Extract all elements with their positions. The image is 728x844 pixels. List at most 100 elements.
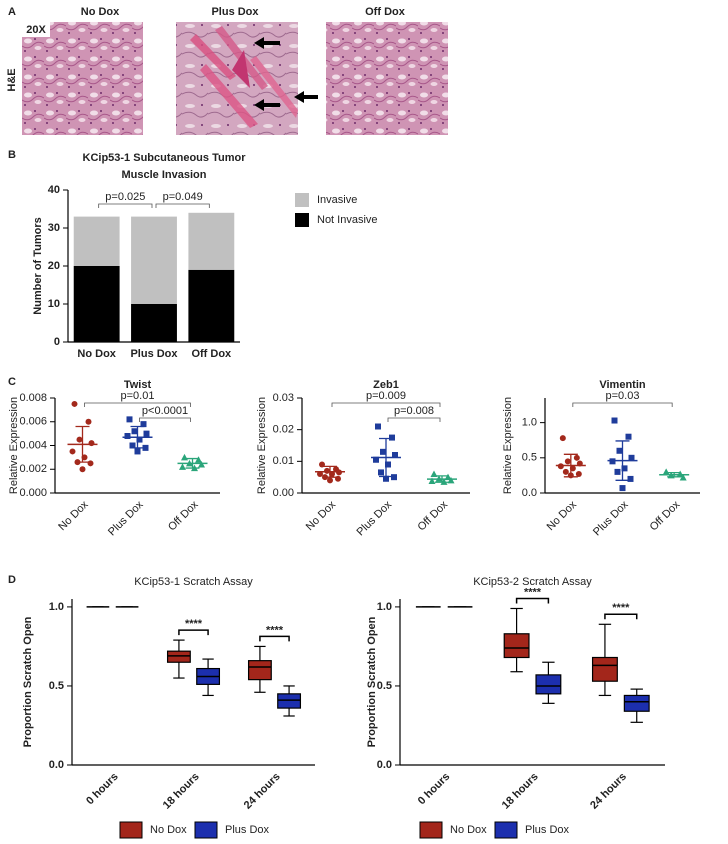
x-tick-label: Off Dox bbox=[191, 348, 232, 360]
data-point bbox=[198, 461, 205, 468]
y-tick-label: 0.5 bbox=[377, 680, 392, 692]
significance-bracket bbox=[155, 203, 210, 208]
data-point bbox=[447, 476, 455, 484]
data-point bbox=[391, 474, 397, 481]
significance-label: p=0.008 bbox=[394, 405, 434, 417]
data-point bbox=[79, 466, 86, 473]
legend-label: Plus Dox bbox=[225, 824, 270, 836]
y-tick-label: 1.0 bbox=[49, 601, 64, 613]
bar-segment bbox=[188, 212, 235, 270]
significance-bracket bbox=[178, 629, 209, 636]
y-axis-label: Relative Expression bbox=[8, 397, 20, 494]
significance-bracket bbox=[139, 417, 191, 422]
y-tick-label: 0.002 bbox=[19, 463, 47, 475]
data-point bbox=[126, 416, 133, 423]
data-point bbox=[195, 456, 202, 463]
stain-label: H&E bbox=[6, 68, 18, 91]
data-point bbox=[380, 448, 386, 455]
data-point bbox=[140, 421, 147, 428]
y-tick-label: 0.006 bbox=[19, 416, 47, 428]
bar-segment bbox=[73, 266, 120, 342]
histology-image bbox=[326, 22, 448, 135]
significance-label: **** bbox=[524, 586, 542, 598]
data-point bbox=[375, 423, 381, 430]
y-tick-label: 40 bbox=[48, 184, 60, 196]
data-point bbox=[378, 469, 384, 476]
data-point bbox=[142, 444, 149, 451]
x-tick-label: Plus Dox bbox=[130, 348, 178, 360]
chart-title: KCip53-1 Subcutaneous Tumor bbox=[83, 152, 247, 164]
bar-segment bbox=[73, 216, 120, 266]
legend-swatch bbox=[419, 821, 443, 839]
data-point bbox=[327, 477, 333, 484]
significance-bracket bbox=[604, 613, 638, 620]
bar-segment bbox=[131, 304, 177, 342]
data-point bbox=[71, 400, 78, 407]
box bbox=[277, 693, 302, 709]
data-point bbox=[573, 454, 580, 461]
x-tick-label: Plus Dox bbox=[355, 498, 395, 538]
y-tick-label: 0.0 bbox=[49, 759, 64, 771]
significance-label: p<0.0001 bbox=[142, 405, 188, 417]
data-point bbox=[134, 448, 141, 455]
data-point bbox=[616, 447, 623, 454]
data-point bbox=[392, 452, 398, 458]
bar-segment bbox=[131, 216, 177, 304]
x-tick-label: Off Dox bbox=[166, 498, 201, 533]
panel-label: D bbox=[8, 574, 16, 586]
y-tick-label: 0.5 bbox=[49, 680, 64, 692]
data-point bbox=[562, 468, 569, 475]
x-tick-label: Off Dox bbox=[415, 498, 450, 533]
data-point bbox=[383, 475, 389, 482]
data-point bbox=[87, 460, 94, 467]
chart-title: KCip53-2 Scratch Assay bbox=[473, 576, 592, 588]
x-tick-label: 24 hours bbox=[242, 771, 283, 812]
x-tick-label: Plus Dox bbox=[106, 498, 146, 538]
panel-label: A bbox=[8, 6, 16, 18]
data-point bbox=[181, 453, 188, 461]
legend-swatch bbox=[295, 193, 309, 207]
y-tick-label: 1.0 bbox=[522, 417, 537, 429]
condition-title: Plus Dox bbox=[211, 6, 259, 18]
data-point bbox=[124, 433, 131, 439]
x-tick-label: 0 hours bbox=[416, 771, 453, 808]
chart-title: Twist bbox=[124, 379, 152, 391]
y-tick-label: 0.0 bbox=[377, 759, 392, 771]
data-point bbox=[136, 436, 143, 443]
y-tick-label: 0.00 bbox=[273, 487, 294, 499]
y-tick-label: 1.0 bbox=[377, 601, 392, 613]
y-tick-label: 0.008 bbox=[19, 392, 47, 404]
y-axis-label: Proportion Scratch Open bbox=[366, 616, 378, 747]
significance-label: p=0.049 bbox=[163, 191, 203, 203]
legend-label: No Dox bbox=[450, 824, 487, 836]
significance-bracket bbox=[84, 402, 191, 407]
legend-swatch bbox=[119, 821, 143, 839]
significance-bracket bbox=[572, 402, 673, 407]
x-tick-label: No Dox bbox=[545, 498, 580, 533]
box bbox=[535, 674, 562, 695]
box bbox=[623, 694, 650, 712]
significance-label: **** bbox=[185, 618, 203, 630]
x-tick-label: No Dox bbox=[304, 498, 339, 533]
data-point bbox=[679, 474, 687, 481]
y-tick-label: 0.004 bbox=[19, 439, 47, 451]
chart-title: Muscle Invasion bbox=[122, 169, 207, 181]
y-tick-label: 10 bbox=[48, 298, 60, 310]
y-axis-label: Proportion Scratch Open bbox=[22, 616, 34, 747]
y-tick-label: 0.000 bbox=[19, 487, 47, 499]
significance-bracket bbox=[331, 402, 441, 407]
y-tick-label: 0.03 bbox=[273, 392, 294, 404]
data-point bbox=[662, 468, 670, 475]
data-point bbox=[76, 436, 83, 443]
data-point bbox=[129, 442, 136, 449]
legend-swatch bbox=[194, 821, 218, 839]
data-point bbox=[614, 468, 621, 475]
panel-label: B bbox=[8, 149, 16, 161]
box bbox=[166, 650, 191, 663]
y-tick-label: 0 bbox=[54, 336, 60, 348]
significance-label: **** bbox=[612, 602, 630, 614]
box bbox=[247, 660, 272, 681]
chart-title: Vimentin bbox=[599, 379, 646, 391]
